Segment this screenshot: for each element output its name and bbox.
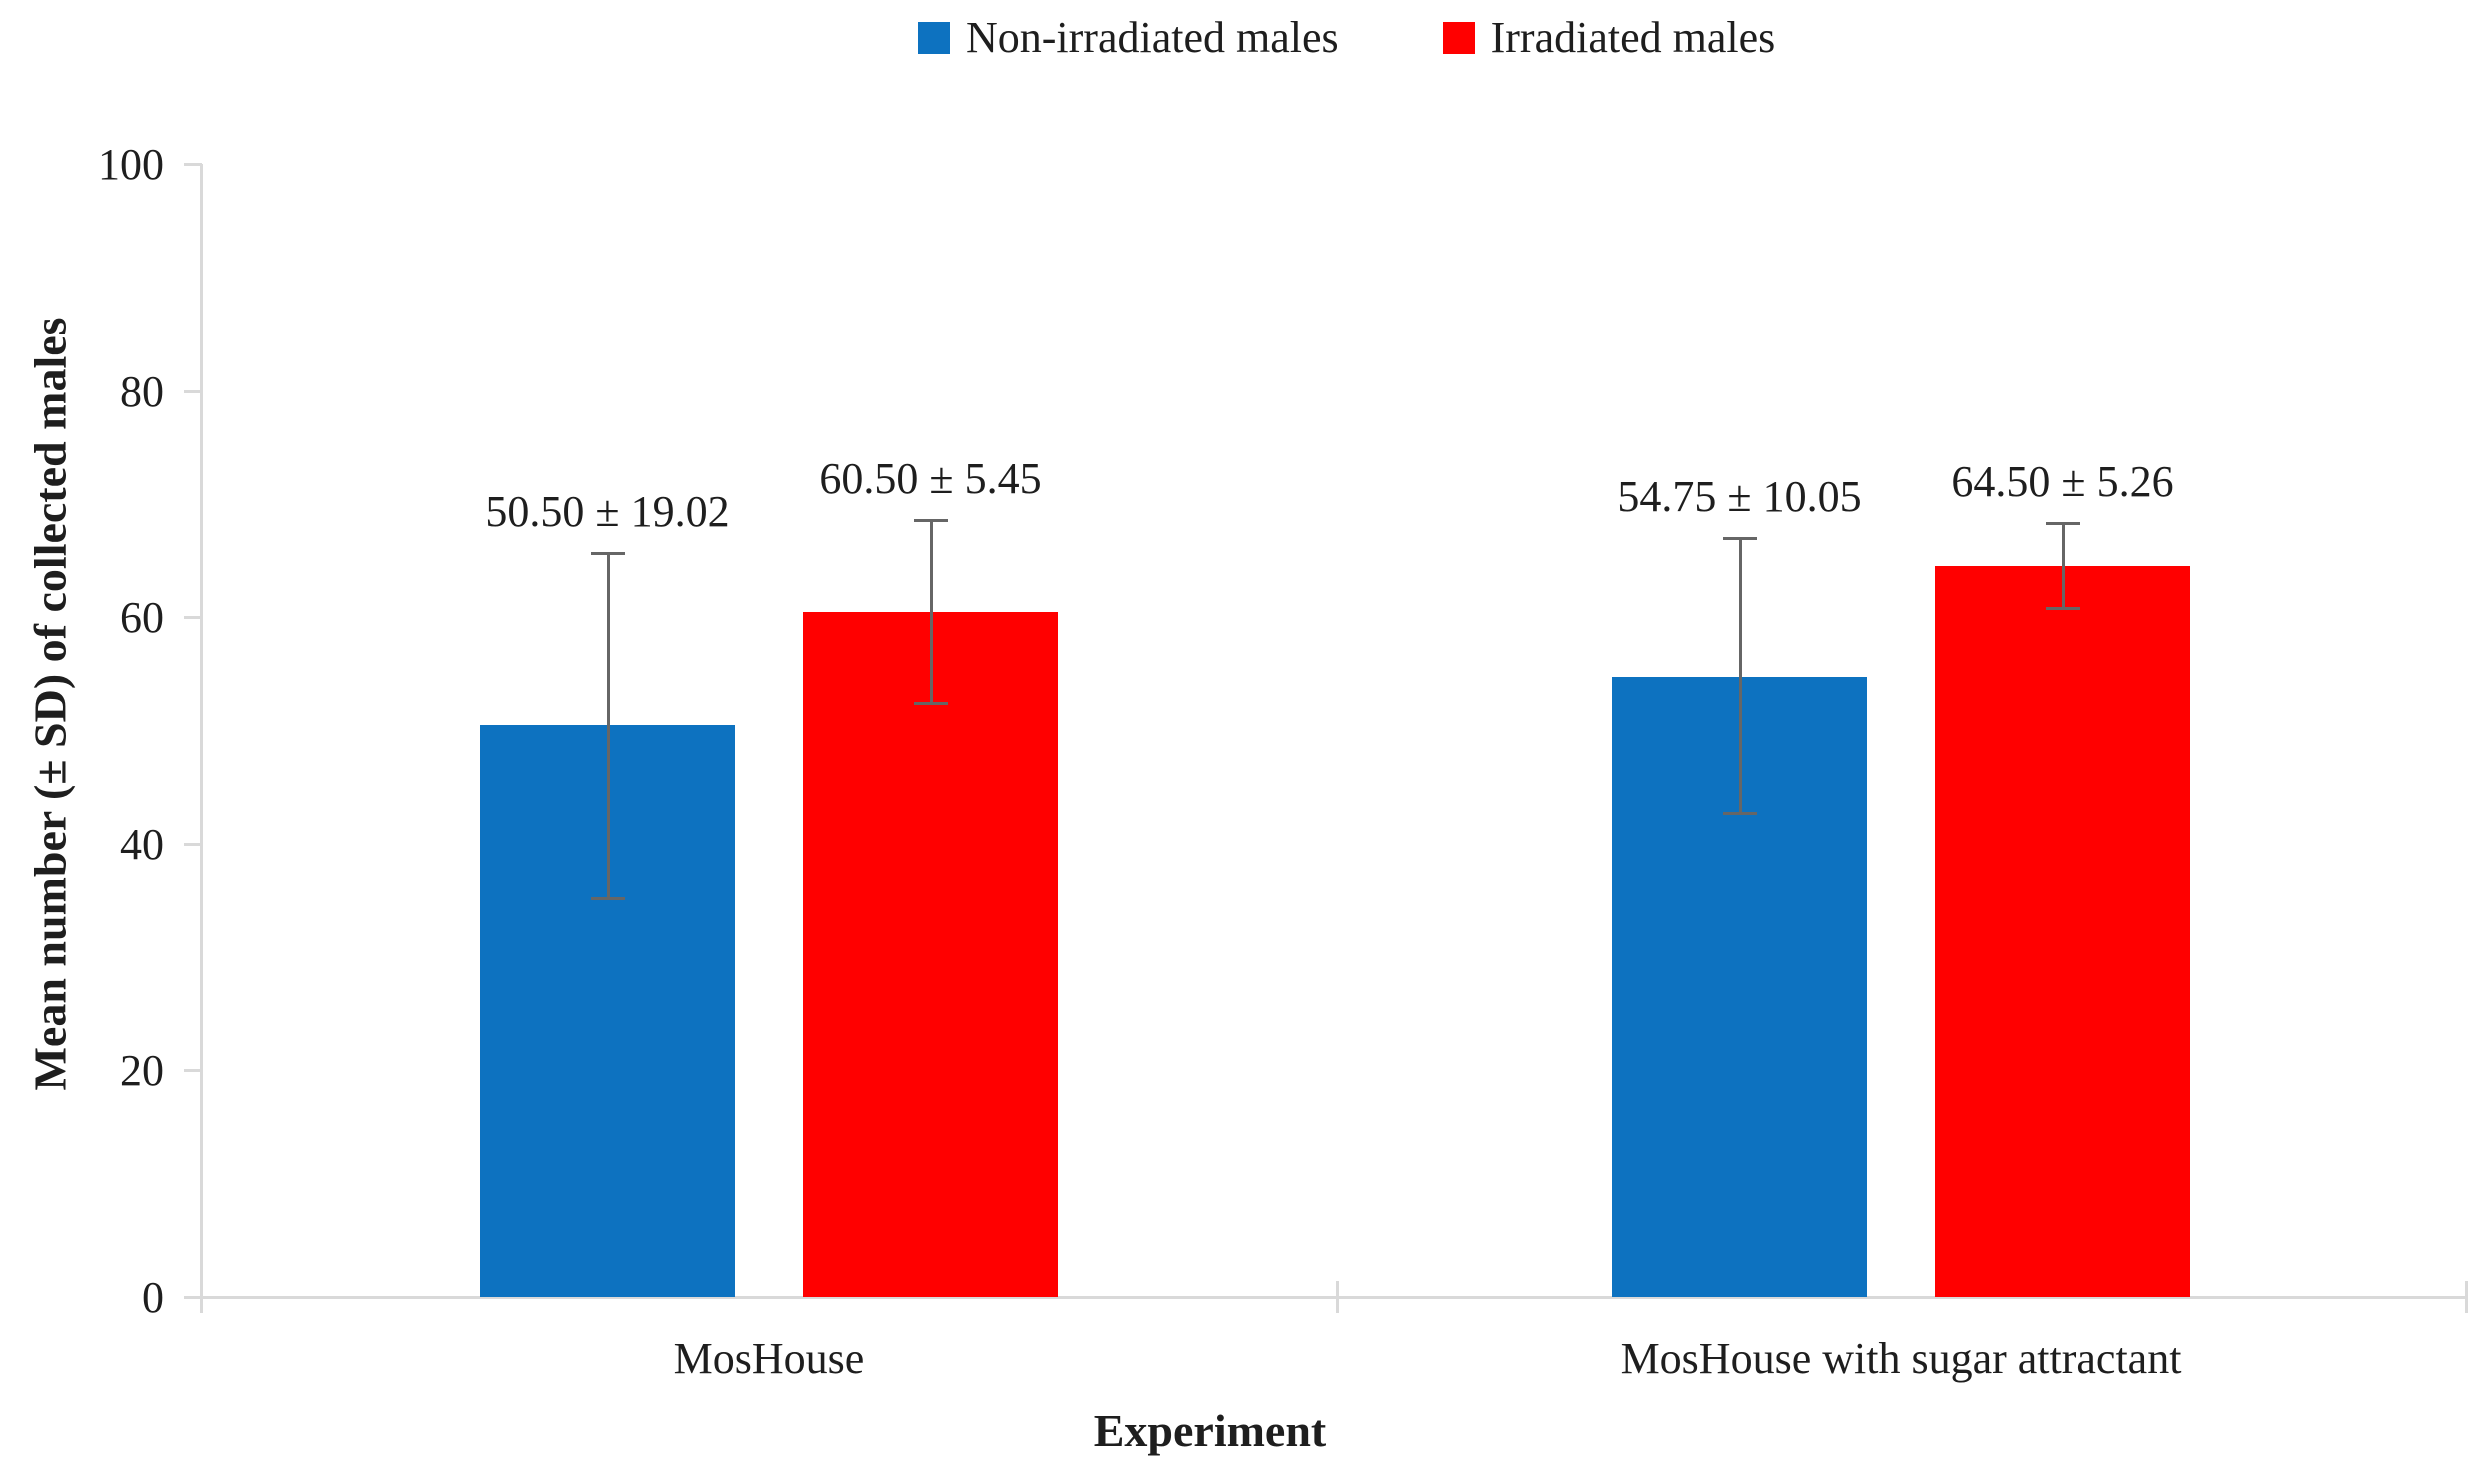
error-bar-cap-bottom — [590, 897, 625, 901]
y-axis-title: Mean number (± SD) of collected males — [24, 317, 76, 1091]
bar-value-label: 50.50 ± 19.02 — [485, 486, 730, 536]
y-tick-label: 100 — [98, 140, 164, 189]
bar-value-label: 60.50 ± 5.45 — [819, 453, 1042, 503]
x-category-label: MosHouse with sugar attractant — [1620, 1334, 2182, 1383]
legend-swatch-non-irradiated-icon — [918, 22, 950, 55]
y-tick-label: 80 — [120, 366, 164, 416]
y-tick-mark — [184, 163, 202, 166]
legend-item-non-irradiated-males: Non-irradiated males — [918, 13, 1339, 62]
error-bar-cap-top — [913, 518, 948, 522]
bar-irradiated-1 — [803, 611, 1058, 1297]
error-bar-cap-top — [1722, 536, 1757, 540]
x-axis-tick — [1336, 1281, 1339, 1313]
error-bar-cap-bottom — [913, 702, 948, 706]
legend-item-irradiated-males: Irradiated males — [1442, 13, 1776, 62]
y-tick-mark — [184, 616, 202, 620]
error-bar-cap-bottom — [1722, 812, 1757, 816]
y-tick-label: 60 — [120, 593, 164, 643]
y-tick-mark — [184, 1296, 202, 1299]
y-axis-line — [200, 164, 203, 1313]
error-bar-line — [929, 519, 933, 704]
y-tick-label: 0 — [142, 1273, 164, 1322]
error-bar-cap-bottom — [2045, 607, 2080, 611]
error-bar-line — [2061, 523, 2065, 609]
y-tick-mark — [184, 389, 202, 393]
y-tick-label: 40 — [120, 819, 164, 869]
legend-label-irradiated: Irradiated males — [1490, 13, 1776, 62]
x-axis-line — [200, 1296, 2466, 1299]
legend-label-non-irradiated: Non-irradiated males — [966, 13, 1339, 62]
error-bar-line — [1738, 537, 1742, 814]
y-tick-label: 20 — [120, 1046, 164, 1096]
legend: Non-irradiated males Irradiated males — [918, 13, 1776, 62]
error-bar-line — [606, 552, 610, 899]
bar-value-label: 54.75 ± 10.05 — [1617, 471, 1862, 521]
y-tick-mark — [184, 842, 202, 846]
y-tick-mark — [184, 1069, 202, 1073]
error-bar-cap-top — [590, 551, 625, 555]
error-bar-cap-top — [2045, 522, 2080, 526]
bar-value-label: 64.50 ± 5.26 — [1951, 457, 2174, 507]
x-axis-tick — [2465, 1281, 2468, 1313]
x-axis-title: Experiment — [1093, 1405, 1327, 1456]
bar-irradiated-2 — [1935, 566, 2190, 1297]
legend-swatch-irradiated-icon — [1442, 22, 1475, 55]
x-category-label: MosHouse — [673, 1334, 865, 1383]
